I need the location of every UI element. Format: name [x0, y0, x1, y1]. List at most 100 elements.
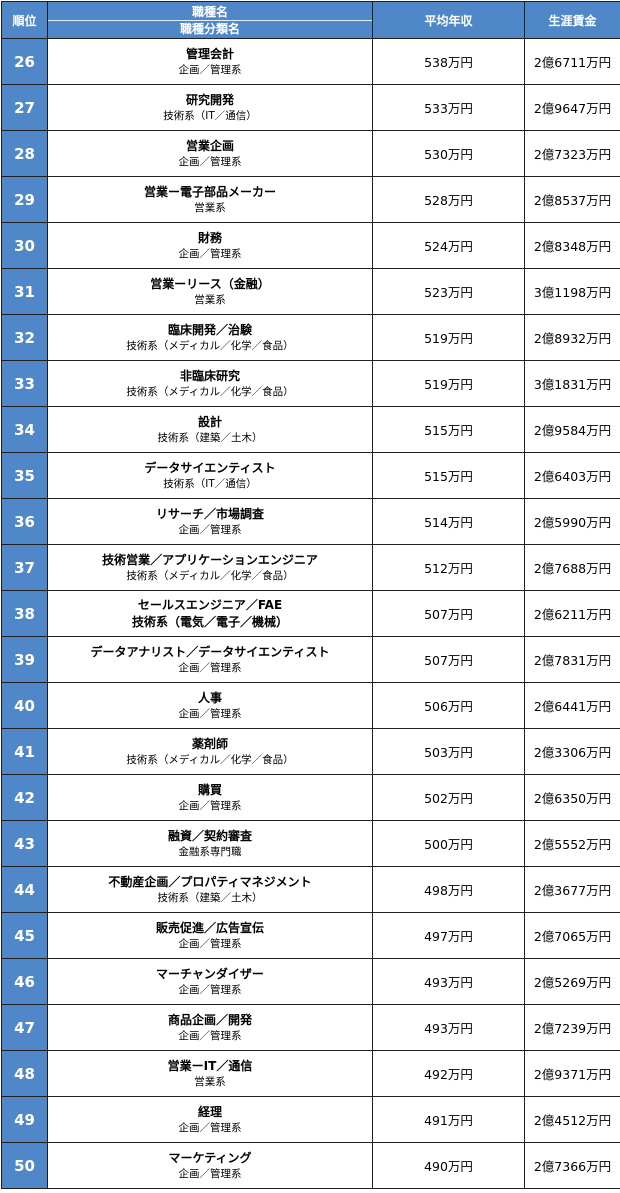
job-title: リサーチ／市場調査	[48, 506, 372, 523]
job-title: 融資／契約審査	[48, 828, 372, 845]
avg-income-cell: 515万円	[373, 453, 525, 499]
avg-income-cell: 503万円	[373, 729, 525, 775]
job-title: 営業ー電子部品メーカー	[48, 184, 372, 201]
rank-cell: 42	[2, 775, 48, 821]
job-category: 技術系（電気／電子／機械）	[48, 614, 372, 631]
avg-income-cell: 507万円	[373, 591, 525, 637]
job-category: 営業系	[48, 1075, 372, 1090]
job-category: 技術系（IT／通信）	[48, 477, 372, 492]
rank-cell: 37	[2, 545, 48, 591]
job-category: 企画／管理系	[48, 937, 372, 952]
job-cell: 薬剤師技術系（メディカル／化学／食品）	[48, 729, 373, 775]
avg-income-cell: 490万円	[373, 1143, 525, 1189]
rank-cell: 35	[2, 453, 48, 499]
job-category: 技術系（IT／通信）	[48, 109, 372, 124]
job-title: データサイエンティスト	[48, 460, 372, 477]
job-cell: 経理企画／管理系	[48, 1097, 373, 1143]
job-cell: 購買企画／管理系	[48, 775, 373, 821]
rank-cell: 28	[2, 131, 48, 177]
avg-income-cell: 491万円	[373, 1097, 525, 1143]
job-title: 不動産企画／プロパティマネジメント	[48, 874, 372, 891]
lifetime-wage-cell: 3億1831万円	[525, 361, 620, 407]
rank-cell: 26	[2, 39, 48, 85]
job-category: 技術系（メディカル／化学／食品）	[48, 569, 372, 584]
job-cell: 営業ーIT／通信営業系	[48, 1051, 373, 1097]
rank-cell: 43	[2, 821, 48, 867]
rank-cell: 44	[2, 867, 48, 913]
rank-cell: 39	[2, 637, 48, 683]
job-category: 技術系（建築／土木）	[48, 431, 372, 446]
rank-cell: 36	[2, 499, 48, 545]
avg-income-cell: 512万円	[373, 545, 525, 591]
rank-cell: 45	[2, 913, 48, 959]
job-cell: データアナリスト／データサイエンティスト企画／管理系	[48, 637, 373, 683]
job-category: 企画／管理系	[48, 523, 372, 538]
job-title: 商品企画／開発	[48, 1012, 372, 1029]
lifetime-wage-cell: 2億3677万円	[525, 867, 620, 913]
lifetime-wage-cell: 2億6711万円	[525, 39, 620, 85]
rank-cell: 32	[2, 315, 48, 361]
job-category: 企画／管理系	[48, 661, 372, 676]
job-category: 企画／管理系	[48, 707, 372, 722]
job-cell: 技術営業／アプリケーションエンジニア技術系（メディカル／化学／食品）	[48, 545, 373, 591]
lifetime-wage-cell: 2億8537万円	[525, 177, 620, 223]
rank-cell: 33	[2, 361, 48, 407]
lifetime-wage-cell: 2億5552万円	[525, 821, 620, 867]
avg-income-cell: 497万円	[373, 913, 525, 959]
avg-income-cell: 515万円	[373, 407, 525, 453]
job-cell: 商品企画／開発企画／管理系	[48, 1005, 373, 1051]
job-category: 技術系（建築／土木）	[48, 891, 372, 906]
job-title: データアナリスト／データサイエンティスト	[48, 644, 372, 661]
avg-income-cell: 523万円	[373, 269, 525, 315]
rank-cell: 27	[2, 85, 48, 131]
header-job-category: 職種分類名	[48, 21, 372, 37]
job-title: 研究開発	[48, 92, 372, 109]
rank-cell: 41	[2, 729, 48, 775]
job-title: 技術営業／アプリケーションエンジニア	[48, 552, 372, 569]
job-cell: 不動産企画／プロパティマネジメント技術系（建築／土木）	[48, 867, 373, 913]
job-cell: 営業ー電子部品メーカー営業系	[48, 177, 373, 223]
job-title: 営業企画	[48, 138, 372, 155]
header-avg-income: 平均年収	[373, 2, 525, 39]
job-category: 企画／管理系	[48, 799, 372, 814]
job-cell: マーケティング企画／管理系	[48, 1143, 373, 1189]
job-title: 管理会計	[48, 46, 372, 63]
header-job-name: 職種名	[48, 4, 372, 21]
job-category: 技術系（メディカル／化学／食品）	[48, 339, 372, 354]
job-title: 営業ーリース（金融）	[48, 276, 372, 293]
avg-income-cell: 538万円	[373, 39, 525, 85]
job-category: 企画／管理系	[48, 983, 372, 998]
job-cell: 研究開発技術系（IT／通信）	[48, 85, 373, 131]
job-cell: マーチャンダイザー企画／管理系	[48, 959, 373, 1005]
rank-cell: 47	[2, 1005, 48, 1051]
job-cell: 財務企画／管理系	[48, 223, 373, 269]
lifetime-wage-cell: 2億8932万円	[525, 315, 620, 361]
lifetime-wage-cell: 2億3306万円	[525, 729, 620, 775]
job-cell: 営業企画企画／管理系	[48, 131, 373, 177]
lifetime-wage-cell: 2億7065万円	[525, 913, 620, 959]
job-title: 人事	[48, 690, 372, 707]
job-title: 薬剤師	[48, 736, 372, 753]
lifetime-wage-cell: 2億7688万円	[525, 545, 620, 591]
rank-cell: 46	[2, 959, 48, 1005]
lifetime-wage-cell: 2億5990万円	[525, 499, 620, 545]
header-lifetime-wage: 生涯賃金	[525, 2, 620, 39]
avg-income-cell: 514万円	[373, 499, 525, 545]
lifetime-wage-cell: 2億5269万円	[525, 959, 620, 1005]
